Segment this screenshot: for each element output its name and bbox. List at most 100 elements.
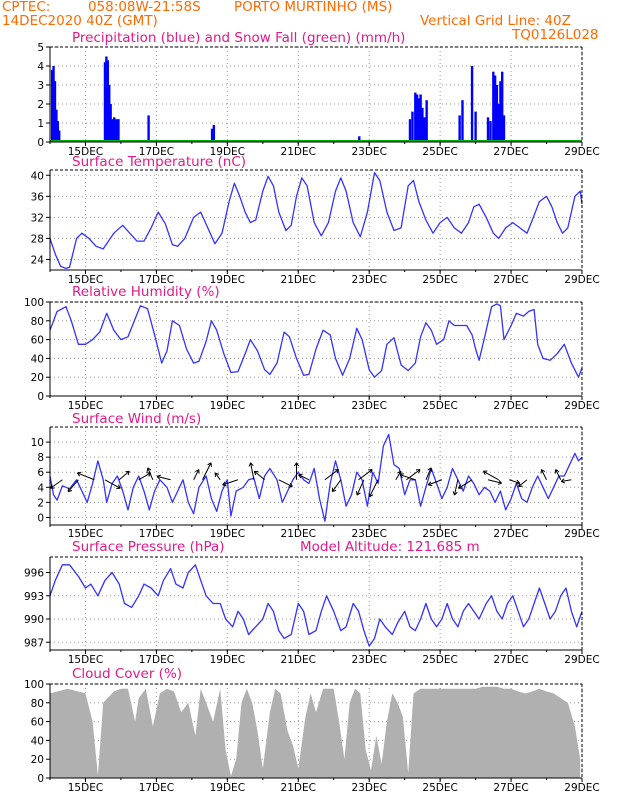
precip-ytick-label: 5	[37, 42, 44, 54]
rh-xtick-label: 21DEC	[281, 400, 316, 412]
wind-arrow	[254, 470, 265, 481]
wind-arrow	[104, 479, 121, 489]
wind-arrow-head	[416, 469, 421, 474]
press-ytick-label: 987	[24, 637, 44, 649]
press-series-line	[49, 564, 583, 647]
wind-title: Surface Wind (m/s)	[72, 411, 201, 427]
cloud-xtick-label: 23DEC	[351, 782, 386, 794]
wind-arrow	[298, 474, 310, 481]
wind-arrow	[222, 479, 239, 486]
precip-ytick-label: 4	[37, 61, 44, 73]
wind-arrow-head	[125, 470, 130, 476]
wind-arrow	[331, 479, 342, 492]
header-source: CPTEC:	[2, 0, 51, 15]
precip-bar	[110, 119, 114, 142]
cloud-xtick-label: 17DEC	[139, 782, 174, 794]
wind-arrow	[487, 479, 502, 484]
precip-bar	[489, 121, 492, 142]
wind-arrow-head	[368, 469, 373, 474]
precip-bar	[486, 117, 490, 142]
rh-panel: Relative Humidity (%) 0 20 40 60 80 100 15DEC 17…	[24, 284, 600, 412]
wind-arrow-head	[427, 481, 433, 487]
cloud-panel: Cloud Cover (%) 0 20 40 60 80 100 15DEC 17DEC 19D…	[24, 666, 600, 794]
wind-arrow-head	[368, 492, 374, 498]
rh-ytick-label: 60	[31, 335, 44, 347]
rh-series-line	[49, 303, 583, 378]
press-xtick-label: 25DEC	[422, 654, 457, 666]
precip-bar	[419, 94, 422, 142]
precip-xtick-label: 19DEC	[210, 146, 245, 158]
rh-ytick-label: 40	[31, 353, 44, 365]
wind-arrow-head	[67, 487, 73, 493]
wind-arrow	[278, 479, 293, 488]
wind-arrow-head	[355, 491, 361, 496]
press-title: Surface Pressure (hPa)	[72, 539, 225, 555]
wind-ytick-label: 8	[37, 452, 44, 464]
wind-xtick-label: 27DEC	[493, 528, 528, 540]
precip-xtick-label: 29DEC	[564, 146, 599, 158]
precip-bar	[411, 111, 414, 142]
rh-xtick-label: 27DEC	[493, 400, 528, 412]
precip-bar	[56, 121, 60, 142]
wind-arrow-head	[554, 469, 560, 474]
wind-arrow	[458, 479, 473, 489]
wind-arrow-head	[222, 481, 227, 487]
wind-arrow-head	[540, 469, 546, 474]
cloud-ytick-label: 80	[31, 698, 44, 710]
precip-bar	[58, 130, 61, 142]
wind-arrow-head	[253, 470, 259, 476]
rh-xtick-label: 19DEC	[210, 400, 245, 412]
header-model-code: TQ0126L028	[512, 27, 599, 43]
temp-xtick-label: 19DEC	[210, 274, 245, 286]
precip-ytick-label: 1	[37, 118, 44, 130]
wind-xtick-label: 17DEC	[139, 528, 174, 540]
rh-ytick-label: 100	[24, 297, 44, 309]
wind-arrow-head	[156, 474, 161, 480]
press-ytick-label: 993	[24, 591, 44, 603]
wind-arrow	[118, 470, 130, 481]
precip-bar	[421, 107, 424, 142]
precip-bar	[499, 81, 502, 142]
wind-arrow	[518, 479, 528, 487]
wind-arrow-head	[560, 478, 566, 484]
precip-bar	[106, 60, 110, 142]
precip-bar	[52, 66, 55, 142]
wind-arrow-head	[298, 473, 303, 479]
temp-panel: Surface Temperature (nC) 24 28 32 36 40 15DEC 1…	[31, 154, 600, 286]
rh-xtick-label: 29DEC	[564, 400, 599, 412]
cloud-xtick-label: 29DEC	[564, 782, 599, 794]
precip-bar	[502, 115, 506, 142]
temp-series-line	[49, 171, 583, 270]
wind-arrow	[453, 479, 459, 496]
wind-arrow-head	[116, 484, 121, 490]
wind-arrow	[214, 472, 221, 481]
wind-arrow-head	[399, 473, 405, 479]
cloud-cover-area	[50, 686, 581, 778]
precip-bar	[109, 104, 112, 142]
wind-arrow-head	[427, 467, 433, 472]
wind-arrow	[77, 472, 95, 481]
precip-panel: Precipitation (blue) and Snow Fall (gree…	[37, 30, 599, 158]
precip-bar	[501, 71, 504, 142]
wind-arrow	[428, 479, 443, 486]
wind-arrow	[369, 479, 379, 497]
wind-series-line	[49, 433, 583, 522]
header-datetime: 14DEC2020 40Z (GMT)	[2, 13, 158, 29]
temp-ytick-label: 28	[31, 233, 44, 245]
precip-bar	[408, 119, 412, 142]
precip-bar	[112, 117, 116, 142]
wind-xtick-label: 23DEC	[351, 528, 386, 540]
wind-arrow-head	[334, 469, 339, 474]
rh-ytick-label: 80	[31, 316, 44, 328]
cloud-xtick-label: 19DEC	[210, 782, 245, 794]
wind-ytick-label: 6	[37, 467, 44, 479]
cloud-xtick-label: 27DEC	[493, 782, 528, 794]
wind-arrow	[425, 467, 432, 480]
precip-bar	[474, 111, 477, 142]
precip-ytick-label: 0	[37, 137, 44, 149]
temp-xtick-label: 27DEC	[493, 274, 528, 286]
press-xtick-label: 15DEC	[68, 654, 103, 666]
rh-xtick-label: 15DEC	[68, 400, 103, 412]
wind-xtick-label: 29DEC	[564, 528, 599, 540]
